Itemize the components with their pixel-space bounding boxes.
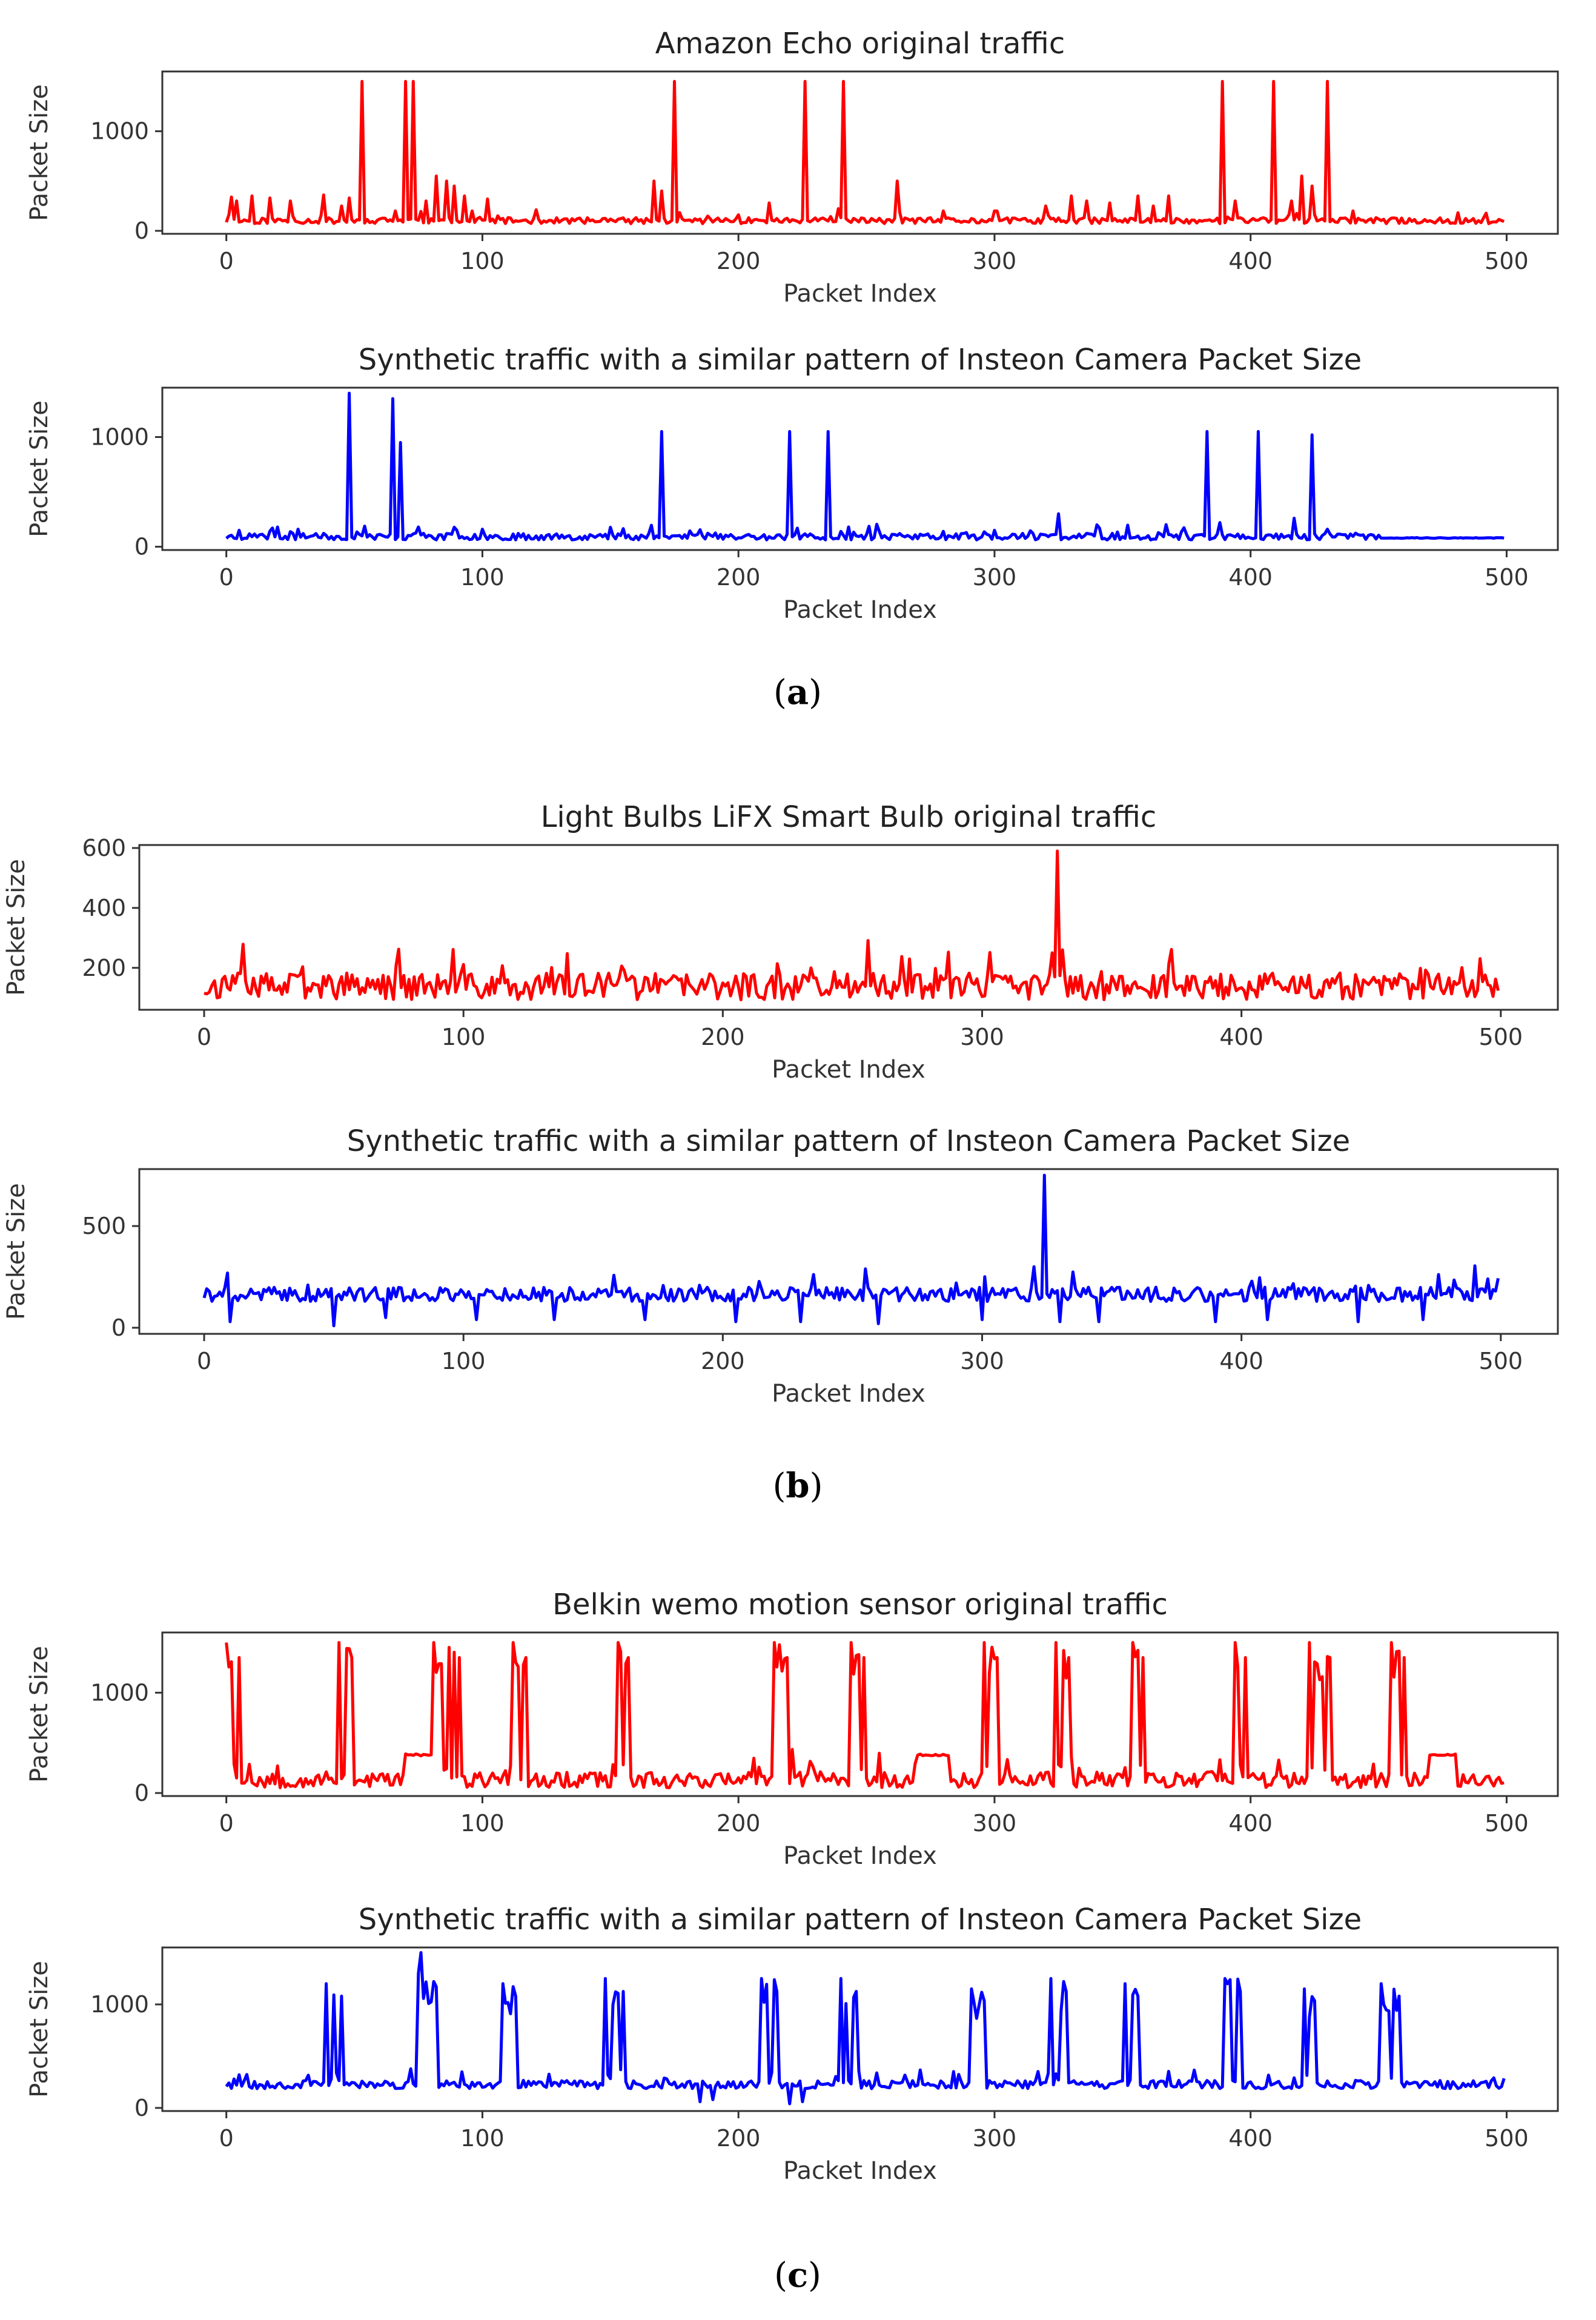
x-tick-label: 200: [717, 2125, 761, 2152]
x-tick-label: 300: [960, 1348, 1004, 1374]
axes-frame: [161, 70, 1559, 235]
chart-title: Amazon Echo original traffic: [655, 27, 1065, 61]
chart-title: Belkin wemo motion sensor original traff…: [552, 1588, 1168, 1622]
y-tick-label: 0: [134, 2095, 149, 2121]
x-tick-label: 400: [1219, 1348, 1263, 1374]
x-tick-label: 300: [973, 2125, 1017, 2152]
x-tick-label: 0: [219, 1810, 234, 1837]
y-axis-label: Packet Size: [25, 1961, 53, 2098]
y-tick-label: 1000: [90, 118, 149, 145]
x-tick-label: 500: [1485, 248, 1529, 274]
chart-title: Synthetic traffic with a similar pattern…: [359, 1903, 1362, 1937]
y-tick-label: 0: [134, 217, 149, 244]
x-tick-label: 100: [460, 248, 505, 274]
chart-synthetic-c: Synthetic traffic with a similar pattern…: [25, 1903, 1559, 2185]
x-tick-label: 200: [717, 1810, 761, 1837]
axes-frame: [138, 844, 1559, 1011]
x-axis-label: Packet Index: [772, 1056, 925, 1084]
x-tick-label: 100: [442, 1024, 486, 1050]
caption-a-letter: a: [787, 672, 809, 712]
axes-frame: [161, 1946, 1559, 2112]
x-tick-label: 500: [1485, 564, 1529, 591]
x-axis-label: Packet Index: [783, 596, 937, 624]
chart-lifx-original: Light Bulbs LiFX Smart Bulb original tra…: [2, 800, 1559, 1084]
x-tick-label: 500: [1479, 1024, 1523, 1050]
chart-amazon-echo-original: Amazon Echo original traffic 0 100 200 300 40…: [25, 27, 1559, 308]
chart-title: Synthetic traffic with a similar pattern…: [359, 343, 1362, 377]
x-tick-label: 400: [1219, 1024, 1263, 1050]
series-line: [225, 391, 1505, 542]
axes-frame: [161, 386, 1559, 551]
caption-c-letter: c: [787, 2255, 808, 2295]
chart-synthetic-a: Synthetic traffic with a similar pattern…: [25, 343, 1559, 624]
caption-a: (a): [773, 672, 822, 712]
x-tick-label: 500: [1485, 1810, 1529, 1837]
x-tick-label: 100: [460, 564, 505, 591]
chart-synthetic-b: Synthetic traffic with a similar pattern…: [2, 1124, 1559, 1408]
axes-frame: [161, 1631, 1559, 1797]
y-axis-label: Packet Size: [25, 84, 53, 221]
y-tick-label: 1000: [90, 1991, 149, 2018]
caption-b: (b): [773, 1466, 823, 1506]
x-tick-label: 400: [1228, 2125, 1273, 2152]
axes-frame: [138, 1168, 1559, 1335]
x-tick-label: 0: [219, 2125, 234, 2152]
y-tick-label: 400: [82, 895, 126, 921]
x-tick-label: 300: [973, 248, 1017, 274]
y-tick-label: 0: [111, 1314, 126, 1341]
x-tick-label: 400: [1228, 1810, 1273, 1837]
y-tick-label: 1000: [90, 423, 149, 450]
x-axis-label: Packet Index: [783, 2157, 937, 2185]
x-tick-label: 0: [197, 1024, 211, 1050]
y-tick-label: 200: [82, 955, 126, 981]
x-tick-label: 0: [219, 248, 234, 274]
chart-belkin-original: Belkin wemo motion sensor original traff…: [25, 1588, 1559, 1870]
x-tick-label: 100: [460, 1810, 505, 1837]
y-tick-label: 0: [134, 1780, 149, 1806]
x-tick-label: 300: [960, 1024, 1004, 1050]
series-line: [225, 1641, 1505, 1789]
x-tick-label: 0: [219, 564, 234, 591]
y-axis-label: Packet Size: [25, 400, 53, 537]
x-tick-label: 100: [460, 2125, 505, 2152]
x-axis-label: Packet Index: [783, 1842, 937, 1870]
series-line: [202, 1173, 1500, 1328]
x-axis-label: Packet Index: [783, 280, 937, 308]
series-line: [225, 79, 1505, 225]
x-tick-label: 400: [1228, 564, 1273, 591]
chart-title: Light Bulbs LiFX Smart Bulb original tra…: [541, 800, 1157, 834]
x-tick-label: 200: [717, 564, 761, 591]
y-tick-label: 0: [134, 534, 149, 560]
x-tick-label: 0: [197, 1348, 211, 1374]
x-tick-label: 300: [973, 1810, 1017, 1837]
x-tick-label: 500: [1485, 2125, 1529, 2152]
y-tick-label: 1000: [90, 1679, 149, 1706]
x-tick-label: 200: [701, 1348, 745, 1374]
caption-c: (c): [774, 2255, 821, 2295]
series-line: [225, 1951, 1506, 2106]
y-axis-label: Packet Size: [2, 859, 30, 996]
x-tick-label: 100: [442, 1348, 486, 1374]
y-axis-label: Packet Size: [2, 1183, 30, 1320]
y-tick-label: 600: [82, 835, 126, 861]
y-axis-label: Packet Size: [25, 1646, 53, 1783]
x-tick-label: 500: [1479, 1348, 1523, 1374]
x-tick-label: 300: [973, 564, 1017, 591]
x-tick-label: 200: [717, 248, 761, 274]
x-tick-label: 200: [701, 1024, 745, 1050]
x-tick-label: 400: [1228, 248, 1273, 274]
y-tick-label: 500: [82, 1213, 126, 1239]
caption-b-letter: b: [786, 1466, 809, 1506]
chart-title: Synthetic traffic with a similar pattern…: [347, 1124, 1350, 1158]
series-line: [204, 849, 1500, 1001]
x-axis-label: Packet Index: [772, 1380, 925, 1408]
